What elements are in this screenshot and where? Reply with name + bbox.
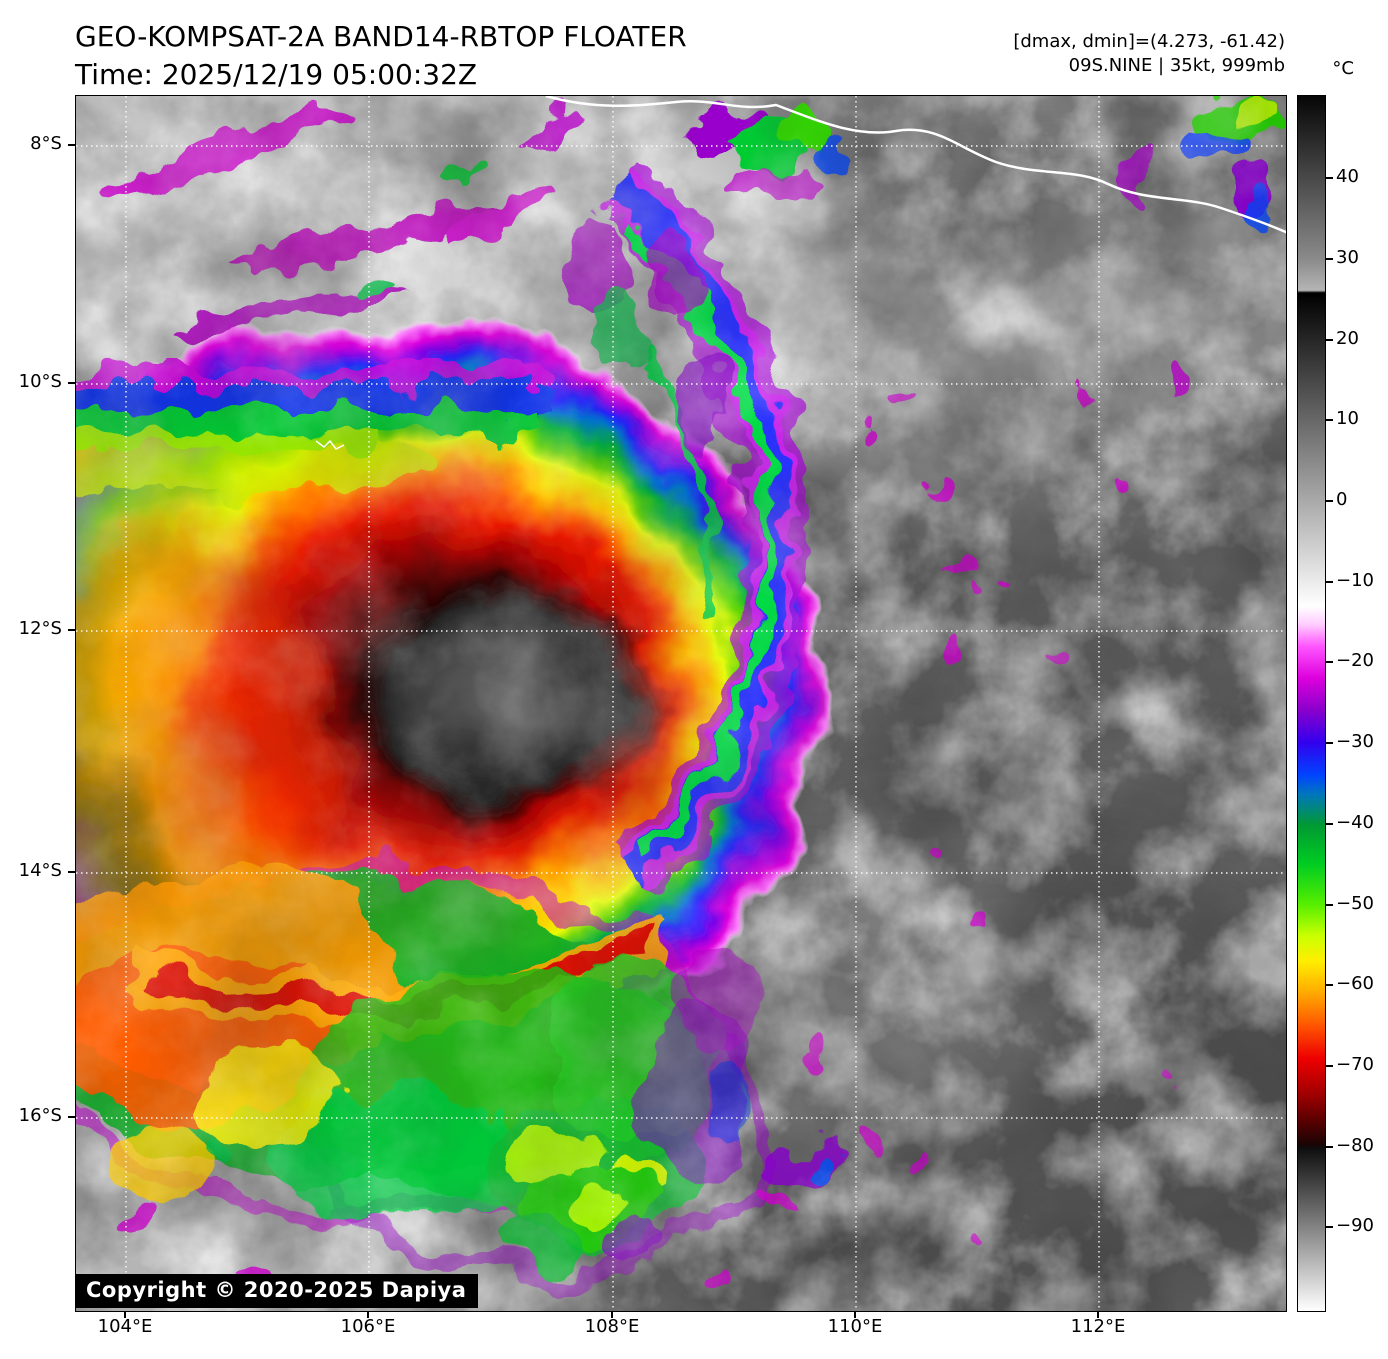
colorbar-tick-mark [1326,1064,1333,1067]
copyright-label: Copyright © 2020-2025 Dapiya [76,1274,479,1308]
satellite-image-frame: Copyright © 2020-2025 Dapiya [75,95,1287,1312]
colorbar-tick-mark [1326,903,1333,906]
colorbar-tick-mark [1326,984,1333,987]
lon-axis-label: 112°E [1070,1316,1126,1337]
colorbar-tick-mark [1326,338,1333,341]
dmax-dmin-readout: [dmax, dmin]=(4.273, -61.42) [1013,31,1285,52]
texture-overlay-light [76,96,1286,1311]
colorbar-tick-mark [1326,500,1333,502]
colorbar-tick-label: −80 [1336,1134,1374,1156]
colorbar-tick-label: 0 [1336,489,1348,510]
lon-axis-tick [1097,1311,1099,1318]
colorbar-tick-mark [1326,177,1333,180]
lat-axis-tick [68,629,75,631]
colorbar-tick-label: −10 [1336,569,1374,591]
colorbar-tick-mark [1326,822,1333,825]
colorbar-tick-label: −90 [1336,1215,1374,1237]
lon-axis-label: 110°E [827,1316,883,1337]
lat-axis-label: 10°S [18,371,62,392]
lon-axis-tick [854,1311,856,1318]
lat-axis-label: 16°S [18,1105,62,1126]
info-block: [dmax, dmin]=(4.273, -61.42) 09S.NINE | … [1013,30,1285,78]
lon-axis-tick [367,1311,369,1318]
colorbar-tick-label: −30 [1336,731,1374,753]
colorbar-tick-mark [1326,257,1333,260]
colorbar-tick-label: −50 [1336,892,1374,914]
lon-axis-label: 106°E [340,1316,396,1337]
lon-axis-tick [611,1311,613,1318]
lat-axis-label: 14°S [18,860,62,881]
page-title: GEO-KOMPSAT-2A BAND14-RBTOP FLOATER [75,20,687,53]
lon-axis-label: 108°E [584,1316,640,1337]
lat-axis-label: 8°S [30,133,62,154]
satellite-svg [76,96,1286,1311]
storm-id-readout: 09S.NINE | 35kt, 999mb [1068,55,1285,76]
lat-axis-tick [68,1116,75,1118]
colorbar-tick-mark [1326,1145,1333,1148]
lat-axis-tick [68,382,75,384]
lat-axis-tick [68,144,75,146]
colorbar-tick-mark [1326,419,1333,422]
lat-axis-tick [68,871,75,873]
colorbar-tick-label: −40 [1336,811,1374,833]
lat-axis-labels: 8°S 10°S 12°S 14°S 16°S [0,0,75,1359]
colorbar-tick-label: 20 [1336,327,1359,349]
colorbar-tick-label: −70 [1336,1053,1374,1075]
lon-axis-label: 104°E [97,1316,153,1337]
colorbar-tick-mark [1326,580,1333,583]
timestamp: Time: 2025/12/19 05:00:32Z [75,58,478,91]
colorbar-tick-mark [1326,742,1333,745]
coastline [315,96,1286,450]
colorbar-unit-label: °C [1332,58,1354,79]
colorbar-tick-mark [1326,661,1333,664]
colorbar-tick-mark [1326,1226,1333,1229]
colorbar-tick-label: 10 [1336,408,1359,430]
colorbar-tick-label: −20 [1336,650,1374,672]
title-block: GEO-KOMPSAT-2A BAND14-RBTOP FLOATER Time… [75,18,687,94]
colorbar-tick-label: 30 [1336,246,1359,268]
lat-axis-label: 12°S [18,618,62,639]
colorbar-tick-label: −60 [1336,973,1374,995]
colorbar [1297,95,1333,1312]
colorbar-tick-label: 40 [1336,166,1359,188]
grid-lines [76,96,1286,1311]
lon-axis-tick [124,1311,126,1318]
colorbar-tick-labels: 40 30 20 10 0 −10 −20 −30 −40 −50 −60 −70 −80 −90 [1336,95,1386,1310]
